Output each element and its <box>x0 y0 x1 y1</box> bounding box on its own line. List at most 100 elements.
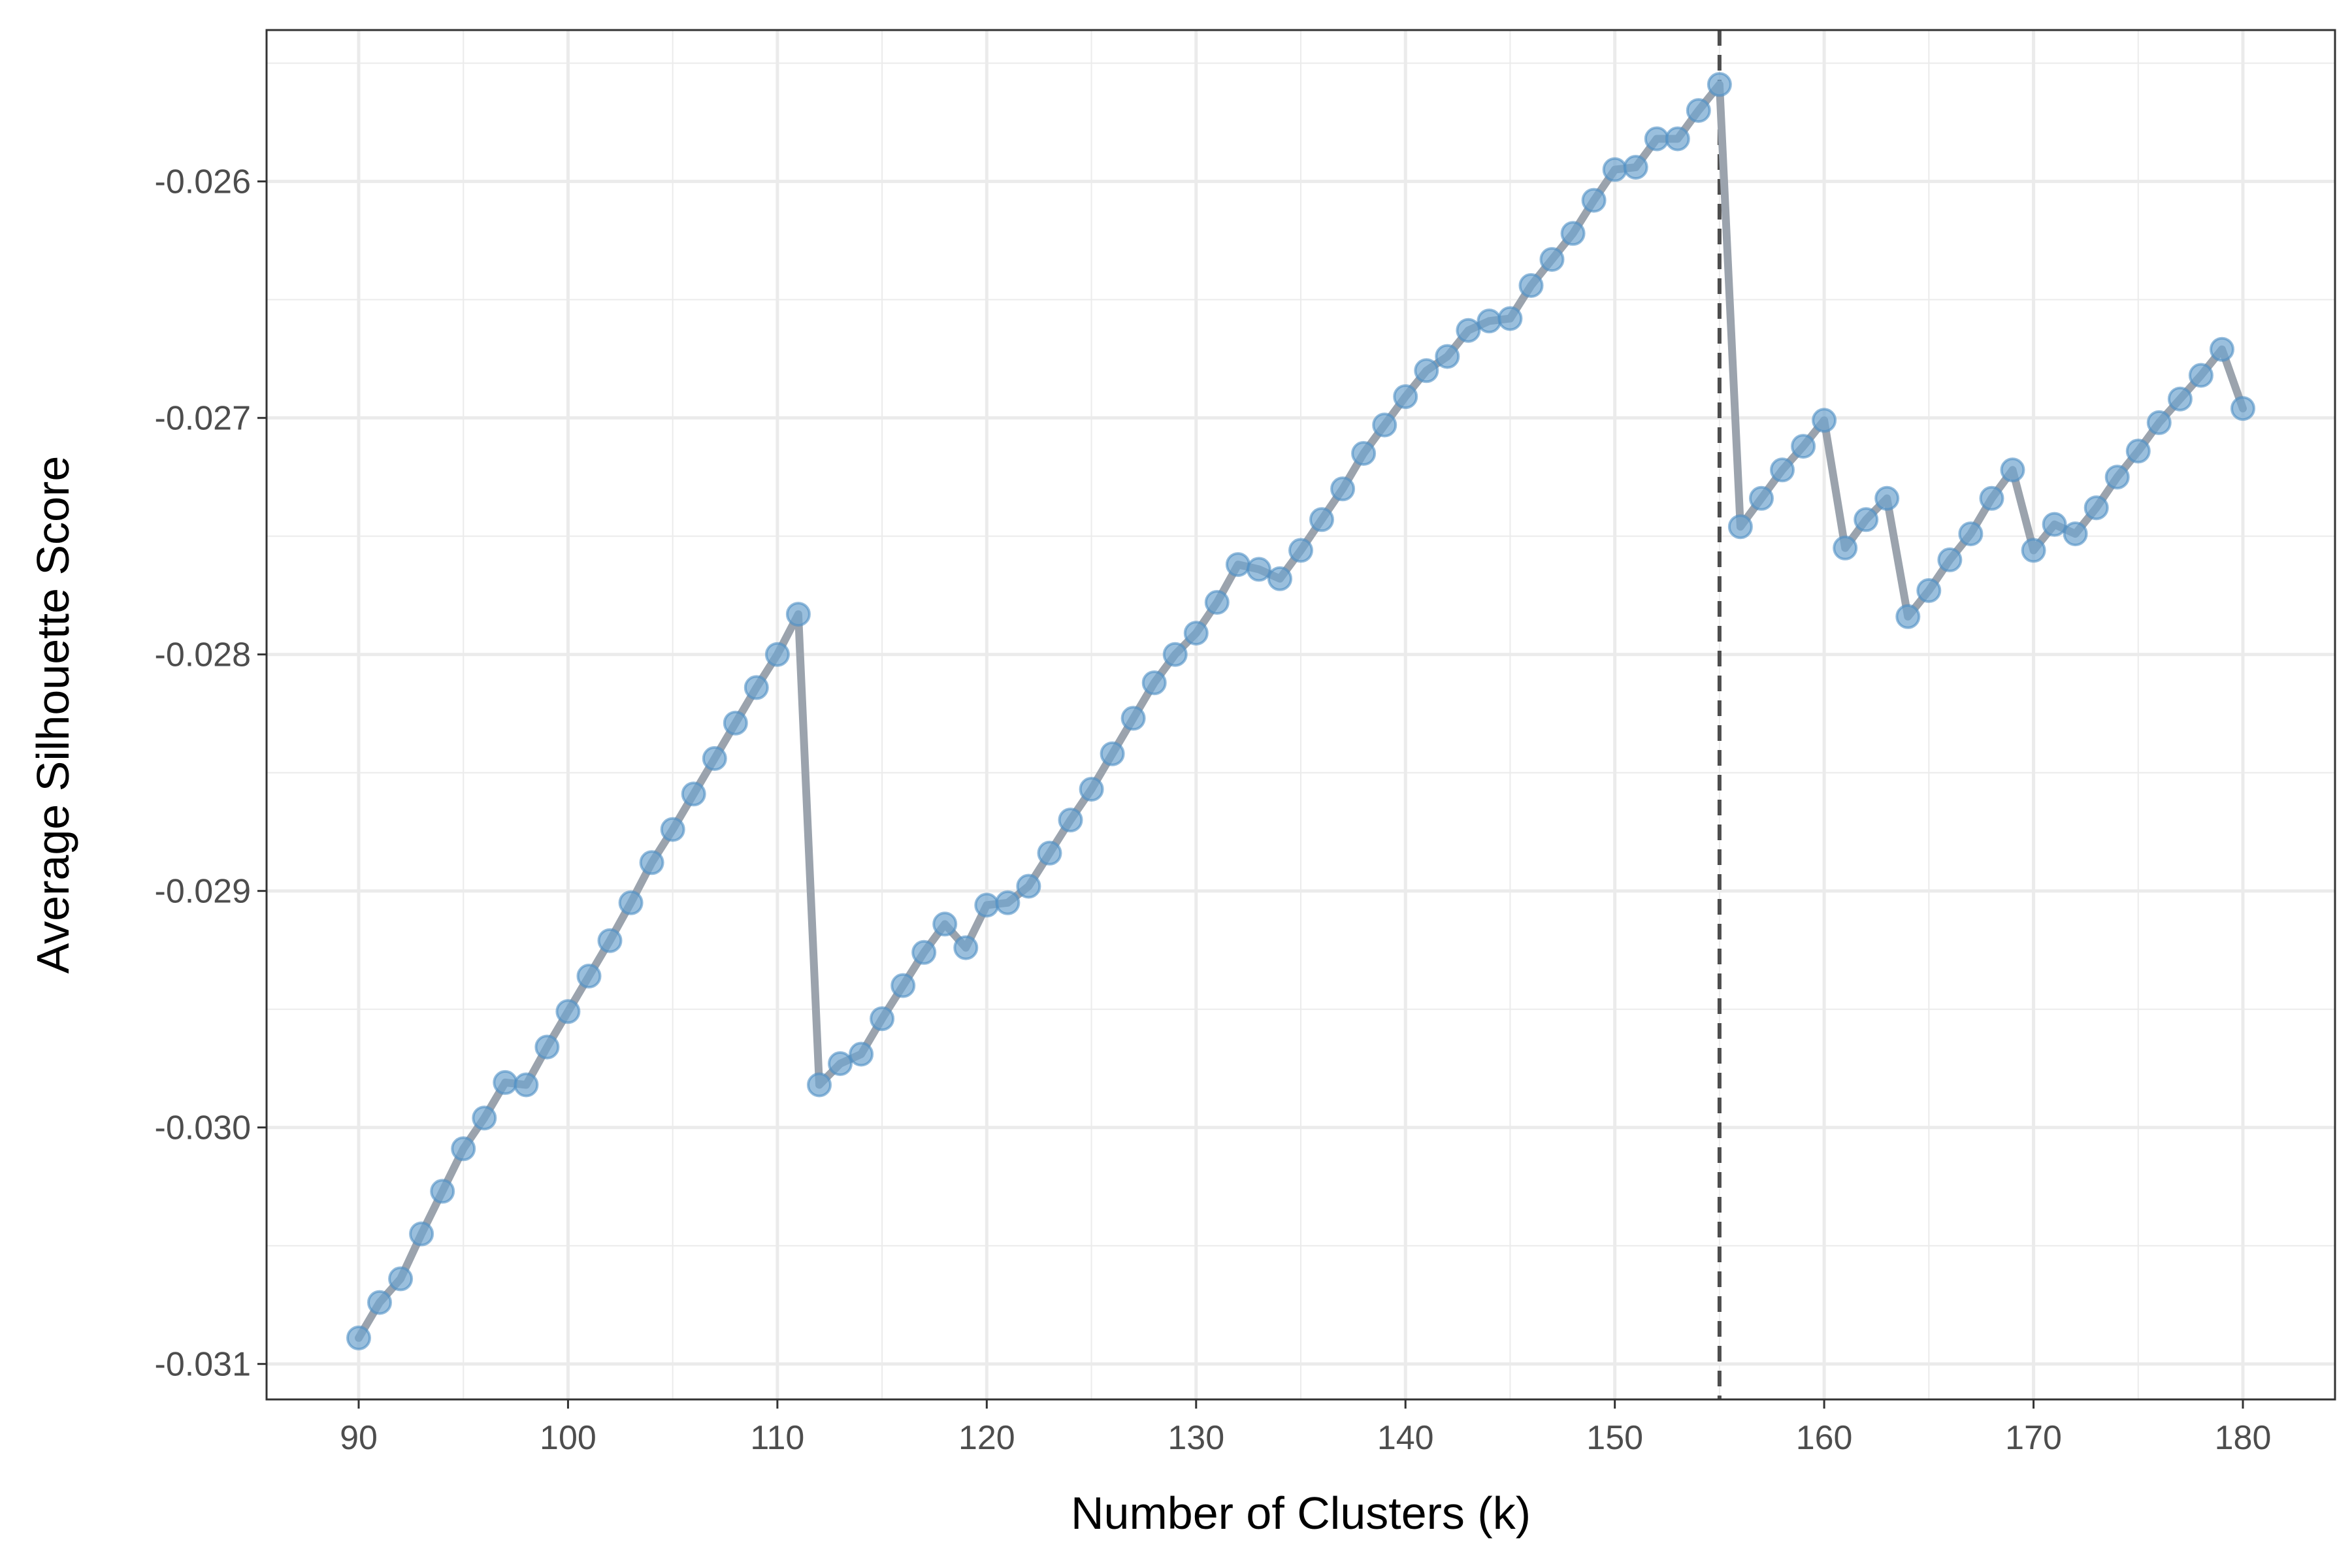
data-point <box>1288 538 1313 563</box>
data-point <box>974 892 1000 918</box>
data-point <box>2083 495 2109 521</box>
data-point <box>1874 485 1900 511</box>
data-point <box>1016 874 1041 899</box>
data-point <box>1581 188 1607 213</box>
data-point <box>1372 412 1397 438</box>
data-point <box>472 1105 497 1131</box>
data-point <box>1141 670 1167 696</box>
y-tick-label: -0.030 <box>155 1109 251 1147</box>
y-axis: -0.026 -0.027 -0.028 -0.029 -0.030 -0.031 <box>155 163 267 1384</box>
x-tick-label: 150 <box>1586 1419 1643 1457</box>
y-tick-label: -0.028 <box>155 636 251 674</box>
data-point <box>1770 457 1795 483</box>
data-point <box>1267 566 1292 591</box>
x-tick-label: 100 <box>540 1419 596 1457</box>
data-point <box>764 642 790 667</box>
data-point <box>1309 507 1334 532</box>
data-point <box>1204 590 1230 615</box>
plot-panel <box>265 29 2336 1401</box>
series-point-layer <box>346 72 2255 1350</box>
data-point <box>1225 552 1250 578</box>
data-point <box>870 1006 895 1032</box>
data-point <box>2230 396 2255 421</box>
data-point <box>1895 604 1921 629</box>
x-axis-title: Number of Clusters (k) <box>1071 1488 1531 1539</box>
data-point <box>1979 485 2004 511</box>
data-point <box>2167 386 2193 412</box>
data-point <box>1854 507 1879 532</box>
data-point <box>1100 741 1125 766</box>
data-point <box>367 1290 392 1315</box>
data-point <box>1560 221 1586 246</box>
data-point <box>1727 514 1753 540</box>
data-point <box>618 890 644 915</box>
data-point <box>430 1179 455 1204</box>
data-point <box>1330 476 1356 502</box>
data-point <box>1497 306 1523 331</box>
data-point <box>1749 485 1774 511</box>
data-point <box>890 973 916 998</box>
data-point <box>1393 384 1418 410</box>
data-point <box>1644 126 1669 152</box>
data-point <box>1183 621 1209 646</box>
data-point <box>493 1070 518 1095</box>
x-tick-label: 90 <box>340 1419 378 1457</box>
data-point <box>534 1034 560 1060</box>
data-point <box>1707 72 1732 97</box>
x-tick-label: 140 <box>1377 1419 1434 1457</box>
y-axis-title: Average Silhouette Score <box>27 456 78 974</box>
data-point <box>743 675 769 700</box>
data-point <box>1665 126 1690 152</box>
data-point <box>409 1221 434 1247</box>
data-point <box>1602 157 1627 182</box>
x-tick-label: 160 <box>1796 1419 1853 1457</box>
x-tick-label: 170 <box>2005 1419 2062 1457</box>
data-point <box>2063 521 2088 547</box>
data-point <box>2042 512 2067 537</box>
x-tick-label: 180 <box>2215 1419 2272 1457</box>
data-point <box>2188 363 2213 388</box>
data-point <box>2210 336 2234 362</box>
data-point <box>702 746 727 771</box>
data-point <box>953 935 979 960</box>
data-point <box>1937 547 1963 572</box>
data-point <box>1351 441 1377 466</box>
x-tick-label: 110 <box>750 1419 804 1457</box>
y-tick-label: -0.029 <box>155 873 251 911</box>
data-point <box>1833 535 1858 561</box>
data-point <box>1916 578 1942 603</box>
data-point <box>1518 273 1544 298</box>
data-point <box>2104 465 2130 490</box>
data-point <box>1435 344 1460 369</box>
data-point <box>451 1136 476 1162</box>
data-point <box>2021 538 2046 563</box>
data-point <box>346 1325 371 1350</box>
data-point <box>723 710 748 736</box>
major-gridlines <box>267 30 2335 1399</box>
data-point <box>514 1072 539 1098</box>
data-point <box>1058 808 1083 833</box>
data-point <box>785 602 811 627</box>
data-point <box>828 1051 853 1076</box>
data-point <box>1539 247 1565 272</box>
data-point <box>2146 410 2172 435</box>
data-point <box>1477 308 1502 334</box>
y-tick-label: -0.031 <box>155 1346 251 1384</box>
y-tick-label: -0.026 <box>155 163 251 201</box>
y-tick-label: -0.027 <box>155 400 251 438</box>
data-point <box>995 890 1021 915</box>
data-point <box>660 817 685 842</box>
x-tick-label: 130 <box>1168 1419 1224 1457</box>
x-tick-label: 120 <box>958 1419 1015 1457</box>
data-point <box>555 999 581 1024</box>
panel-border <box>265 29 2336 1401</box>
data-point <box>1791 434 1816 459</box>
data-point <box>1686 98 1711 123</box>
data-point <box>1162 642 1188 667</box>
data-point <box>1414 358 1439 384</box>
data-point <box>1812 408 1837 433</box>
data-point <box>1079 777 1104 802</box>
data-point <box>911 939 937 965</box>
data-point <box>2125 438 2151 464</box>
